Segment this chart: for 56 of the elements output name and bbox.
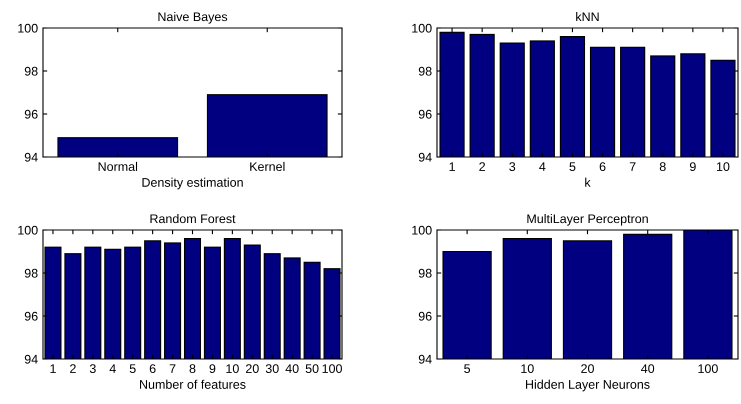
x-tick-label: 5	[569, 162, 576, 172]
y-tick-label: 98	[24, 268, 38, 278]
x-tick-label: 40	[286, 364, 299, 374]
x-tick-label: 10	[716, 162, 730, 172]
y-tick-label: 94	[418, 354, 432, 364]
x-tick-label: 50	[306, 364, 319, 374]
x-tick-label: 6	[600, 162, 606, 172]
chart-title: Random Forest	[150, 214, 236, 224]
x-tick-label: 6	[150, 364, 156, 374]
x-tick-label: 2	[479, 162, 485, 171]
x-tick-label: 1	[450, 162, 455, 171]
y-tick-label: 100	[412, 24, 432, 33]
x-tick-label: 40	[641, 364, 654, 374]
x-tick-label: 4	[539, 162, 546, 171]
y-tick-label: 96	[24, 312, 38, 321]
x-tick-label: 20	[581, 364, 594, 374]
x-tick-label: Normal	[98, 162, 138, 172]
x-tick-label: 2	[70, 364, 76, 373]
y-tick-label: 98	[418, 268, 432, 278]
y-tick-label: 96	[24, 110, 38, 119]
x-tick-label: 20	[246, 364, 259, 374]
y-tick-label: 94	[24, 152, 38, 162]
x-axis-title: Density estimation	[142, 178, 243, 190]
x-tick-label: 5	[130, 364, 136, 374]
x-tick-label: 4	[110, 364, 116, 373]
x-tick-label: 1	[50, 364, 56, 373]
x-tick-label: 5	[464, 364, 470, 374]
x-tick-label: 30	[266, 364, 279, 374]
x-tick-label: 100	[698, 364, 718, 374]
x-tick-label: 9	[690, 162, 696, 172]
y-tick-label: 94	[418, 152, 432, 162]
y-tick-label: 98	[418, 66, 432, 76]
x-axis-title: Number of features	[140, 380, 246, 389]
x-tick-label: 7	[170, 364, 176, 373]
x-axis-title: k	[585, 178, 591, 187]
x-axis-title: Hidden Layer Neurons	[526, 380, 650, 392]
x-tick-label: 3	[90, 364, 96, 374]
x-tick-label: 10	[521, 364, 534, 374]
x-tick-label: 100	[322, 364, 342, 374]
chart-title: Naive Bayes	[158, 12, 228, 24]
x-tick-label: 8	[190, 364, 196, 374]
y-tick-label: 100	[18, 226, 38, 235]
chart-title: MultiLayer Perceptron	[527, 214, 648, 226]
x-tick-label: 7	[630, 162, 636, 171]
x-tick-label: 10	[226, 364, 239, 374]
x-tick-label: Kernel	[250, 162, 284, 172]
y-tick-label: 100	[412, 226, 432, 235]
y-tick-label: 94	[24, 354, 38, 364]
x-tick-label: 8	[660, 162, 666, 172]
x-tick-label: 3	[509, 162, 516, 172]
y-tick-label: 96	[418, 312, 432, 321]
x-tick-label: 9	[210, 364, 216, 374]
chart-title: kNN	[576, 12, 599, 22]
y-tick-label: 100	[18, 24, 38, 33]
y-tick-label: 98	[24, 66, 38, 76]
y-tick-label: 96	[418, 110, 432, 119]
